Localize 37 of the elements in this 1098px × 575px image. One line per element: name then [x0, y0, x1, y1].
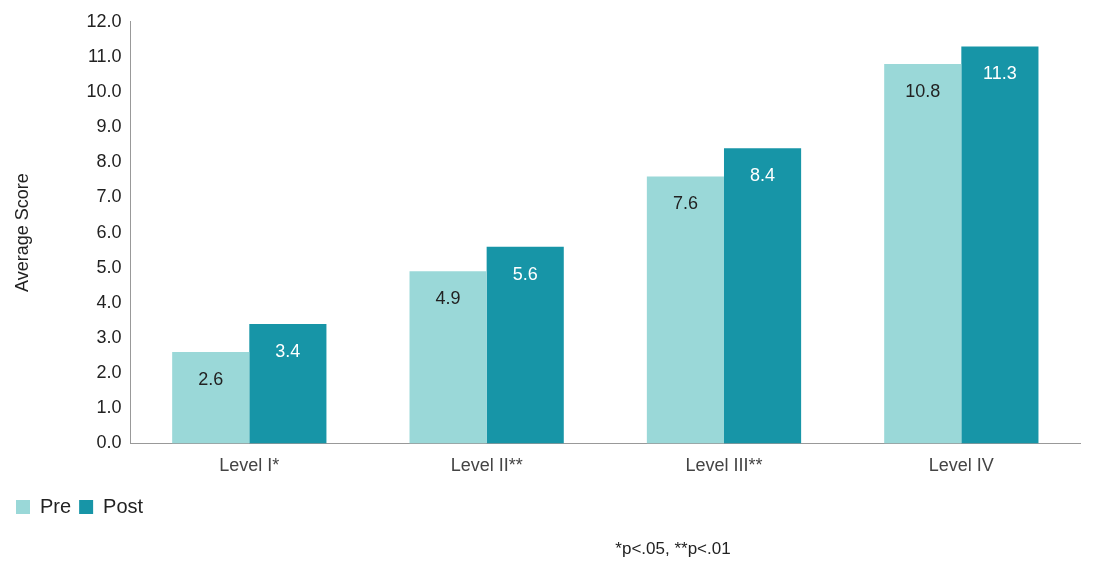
y-tick-label: 8.0: [96, 151, 122, 172]
text: *p<.05, **p<.01: [615, 538, 731, 558]
data-label: 7.6: [672, 193, 698, 214]
bar: [409, 271, 487, 444]
bar: [723, 148, 802, 444]
y-tick-label: 10.0: [86, 81, 122, 102]
x-tick-label: Level I*: [219, 455, 280, 476]
legend-label: Pre: [40, 494, 72, 517]
y-tick-label: 3.0: [96, 326, 122, 347]
data-label: 10.8: [905, 80, 941, 101]
x-tick-label: Level II**: [450, 455, 523, 476]
y-tick-label: 12.0: [86, 10, 122, 31]
data-label: 2.6: [198, 369, 224, 390]
y-tick-label: 6.0: [96, 221, 122, 242]
y-tick-label: 2.0: [96, 362, 122, 383]
bar: [172, 352, 250, 444]
data-label: 11.3: [983, 63, 1017, 84]
y-tick-label: 11.0: [87, 45, 122, 66]
legend-label: Post: [103, 494, 144, 517]
data-label: 3.4: [275, 340, 301, 361]
y-tick-label: 1.0: [96, 397, 122, 418]
y-tick-label: 5.0: [96, 256, 122, 277]
y-tick-label: 4.0: [96, 291, 122, 312]
y-tick-label: 9.0: [96, 116, 122, 137]
y-tick-label: 7.0: [96, 186, 122, 207]
data-label: 8.4: [750, 165, 776, 186]
bar: [249, 323, 327, 444]
x-tick-label: Level III**: [685, 455, 763, 476]
y-axis-title: Average Score: [11, 173, 32, 292]
data-label: 4.9: [435, 288, 461, 309]
data-label: 5.6: [512, 263, 538, 284]
bar: [961, 46, 1039, 444]
bar: [486, 246, 564, 444]
bar: [646, 176, 724, 444]
bar: [884, 63, 962, 444]
x-tick-label: Level IV: [928, 455, 994, 476]
y-tick-label: 0.0: [96, 432, 122, 453]
